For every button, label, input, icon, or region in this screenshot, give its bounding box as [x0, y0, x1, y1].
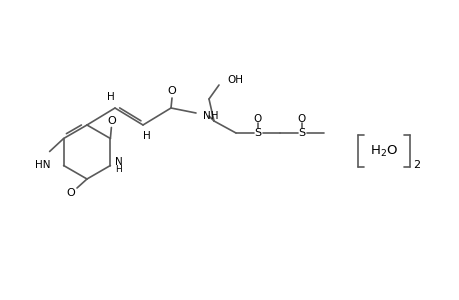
Text: O: O: [107, 116, 116, 125]
Text: H: H: [107, 92, 115, 102]
Text: HN: HN: [35, 160, 50, 170]
Text: 2: 2: [413, 160, 420, 170]
Text: S: S: [254, 128, 261, 138]
Text: OH: OH: [226, 75, 242, 85]
Text: O: O: [67, 188, 75, 198]
Text: O: O: [167, 86, 176, 96]
Text: H$_2$O: H$_2$O: [369, 143, 397, 159]
Text: O: O: [297, 114, 305, 124]
Text: NH: NH: [202, 111, 218, 121]
Text: N: N: [115, 157, 123, 166]
Text: H: H: [143, 131, 151, 141]
Text: H: H: [115, 165, 122, 174]
Text: O: O: [253, 114, 262, 124]
Text: S: S: [298, 128, 305, 138]
